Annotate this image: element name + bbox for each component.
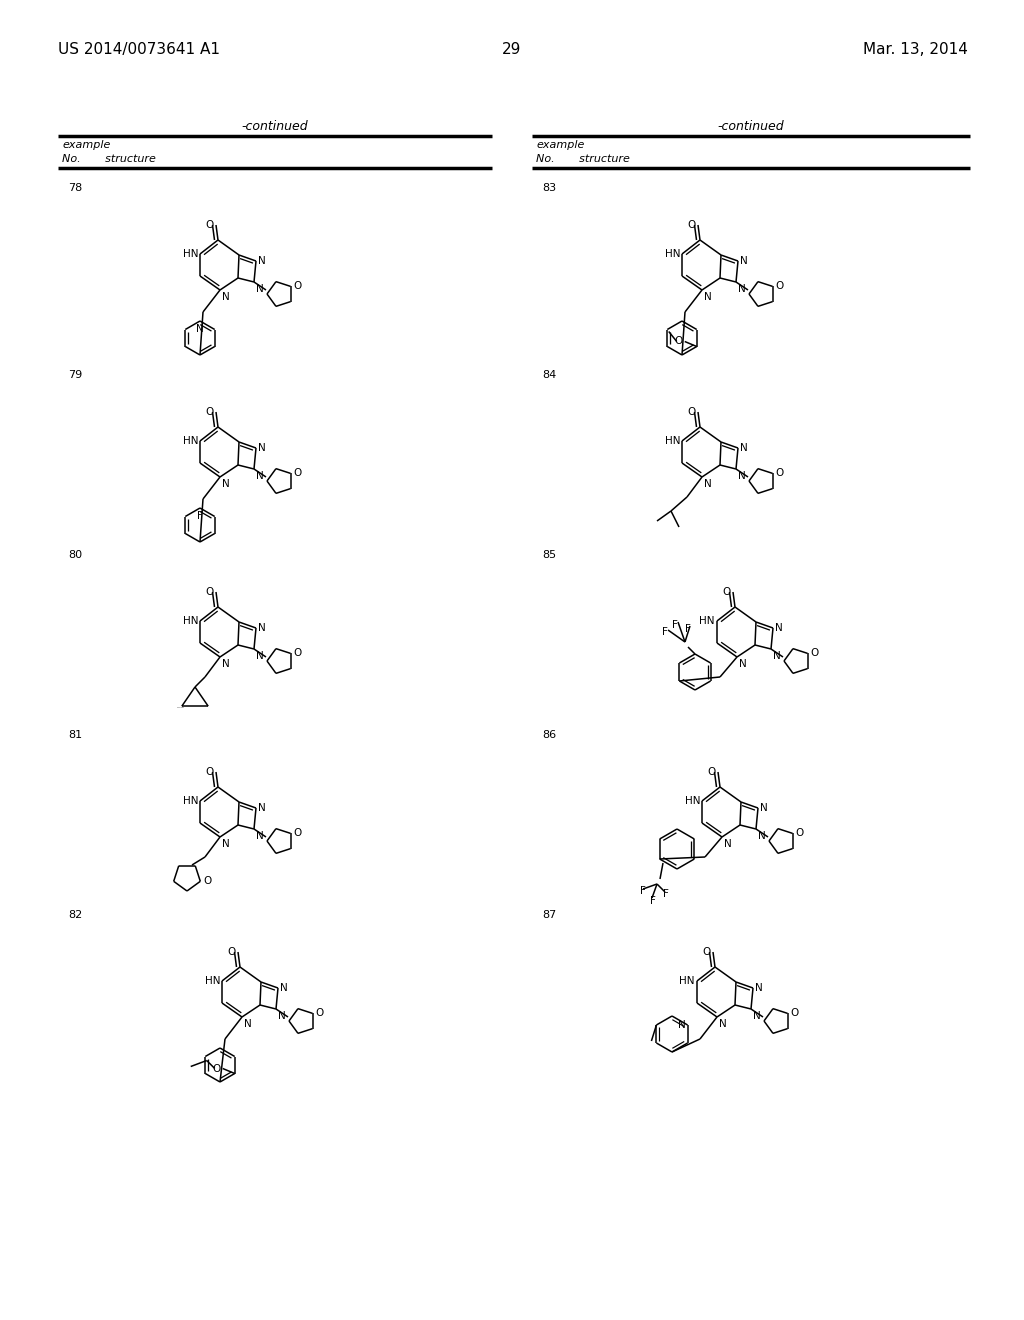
Text: N: N bbox=[222, 292, 229, 302]
Text: 86: 86 bbox=[542, 730, 556, 741]
Text: HN: HN bbox=[665, 436, 680, 446]
Text: O: O bbox=[796, 829, 804, 838]
Text: F: F bbox=[663, 627, 668, 638]
Text: N: N bbox=[222, 659, 229, 669]
Text: 83: 83 bbox=[542, 183, 556, 193]
Text: N: N bbox=[197, 323, 204, 334]
Text: Mar. 13, 2014: Mar. 13, 2014 bbox=[863, 42, 968, 57]
Text: O: O bbox=[204, 876, 212, 886]
Text: N: N bbox=[705, 292, 712, 302]
Text: 85: 85 bbox=[542, 550, 556, 560]
Text: N: N bbox=[724, 840, 732, 849]
Text: N: N bbox=[256, 284, 264, 294]
Text: N: N bbox=[256, 651, 264, 661]
Text: O: O bbox=[775, 281, 783, 292]
Text: No.       structure: No. structure bbox=[536, 154, 630, 164]
Text: N: N bbox=[278, 1011, 286, 1020]
Text: N: N bbox=[222, 479, 229, 488]
Text: N: N bbox=[256, 832, 264, 841]
Text: N: N bbox=[258, 623, 266, 634]
Text: 80: 80 bbox=[68, 550, 82, 560]
Text: N: N bbox=[760, 803, 768, 813]
Text: HN: HN bbox=[182, 249, 198, 259]
Text: O: O bbox=[206, 220, 214, 230]
Text: O: O bbox=[708, 767, 716, 777]
Text: N: N bbox=[705, 479, 712, 488]
Text: 29: 29 bbox=[503, 42, 521, 57]
Text: O: O bbox=[294, 648, 302, 659]
Text: O: O bbox=[791, 1008, 799, 1018]
Text: HN: HN bbox=[182, 436, 198, 446]
Text: O: O bbox=[702, 946, 711, 957]
Text: F: F bbox=[197, 511, 203, 521]
Text: F: F bbox=[663, 888, 669, 899]
Text: N: N bbox=[258, 444, 266, 453]
Text: HN: HN bbox=[205, 975, 220, 986]
Text: -continued: -continued bbox=[718, 120, 784, 133]
Text: O: O bbox=[212, 1064, 221, 1073]
Text: N: N bbox=[280, 983, 288, 993]
Text: N: N bbox=[258, 256, 266, 267]
Text: N: N bbox=[755, 983, 763, 993]
Text: HN: HN bbox=[182, 616, 198, 626]
Text: O: O bbox=[294, 469, 302, 478]
Text: 82: 82 bbox=[68, 909, 82, 920]
Text: O: O bbox=[775, 469, 783, 478]
Text: No.       structure: No. structure bbox=[62, 154, 156, 164]
Text: F: F bbox=[672, 620, 678, 630]
Text: O: O bbox=[294, 829, 302, 838]
Text: O: O bbox=[227, 946, 236, 957]
Text: F: F bbox=[685, 624, 691, 634]
Text: F: F bbox=[640, 886, 646, 896]
Text: F: F bbox=[650, 896, 656, 906]
Text: N: N bbox=[753, 1011, 761, 1020]
Text: HN: HN bbox=[699, 616, 715, 626]
Text: N: N bbox=[738, 284, 745, 294]
Text: O: O bbox=[675, 337, 683, 346]
Text: 84: 84 bbox=[542, 370, 556, 380]
Text: O: O bbox=[688, 407, 696, 417]
Text: N: N bbox=[258, 803, 266, 813]
Text: HN: HN bbox=[665, 249, 680, 259]
Text: HN: HN bbox=[684, 796, 700, 807]
Text: N: N bbox=[719, 1019, 727, 1030]
Text: N: N bbox=[773, 651, 780, 661]
Text: O: O bbox=[206, 767, 214, 777]
Text: example: example bbox=[62, 140, 111, 150]
Text: N: N bbox=[678, 1020, 686, 1030]
Text: O: O bbox=[206, 407, 214, 417]
Text: O: O bbox=[315, 1008, 324, 1018]
Text: HN: HN bbox=[680, 975, 695, 986]
Text: O: O bbox=[294, 281, 302, 292]
Text: N: N bbox=[740, 256, 748, 267]
Text: N: N bbox=[739, 659, 746, 669]
Text: N: N bbox=[244, 1019, 252, 1030]
Text: N: N bbox=[775, 623, 782, 634]
Text: O: O bbox=[206, 587, 214, 597]
Text: N: N bbox=[222, 840, 229, 849]
Text: O: O bbox=[688, 220, 696, 230]
Text: N: N bbox=[740, 444, 748, 453]
Text: 87: 87 bbox=[542, 909, 556, 920]
Text: HN: HN bbox=[182, 796, 198, 807]
Text: N: N bbox=[738, 471, 745, 480]
Text: example: example bbox=[536, 140, 585, 150]
Text: 79: 79 bbox=[68, 370, 82, 380]
Text: 78: 78 bbox=[68, 183, 82, 193]
Text: 81: 81 bbox=[68, 730, 82, 741]
Text: US 2014/0073641 A1: US 2014/0073641 A1 bbox=[58, 42, 220, 57]
Text: O: O bbox=[723, 587, 731, 597]
Text: N: N bbox=[758, 832, 766, 841]
Text: -continued: -continued bbox=[242, 120, 308, 133]
Text: O: O bbox=[811, 648, 819, 659]
Text: N: N bbox=[256, 471, 264, 480]
